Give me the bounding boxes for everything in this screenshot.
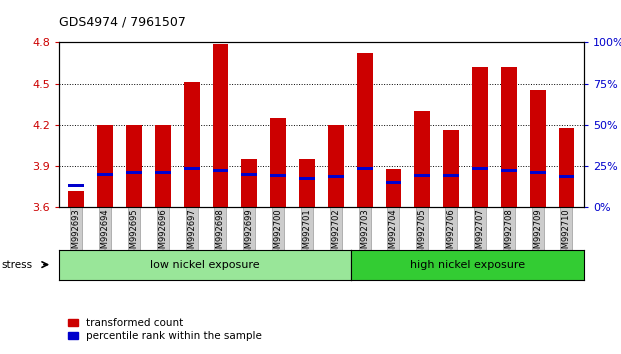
Bar [242, 173, 257, 176]
Bar [270, 118, 286, 207]
Bar [97, 173, 113, 176]
Bar [184, 82, 199, 207]
Bar [558, 127, 574, 207]
Bar [386, 181, 401, 184]
Bar [443, 174, 459, 177]
Bar [530, 91, 545, 207]
Bar [184, 167, 199, 170]
Bar [558, 175, 574, 178]
Text: GDS4974 / 7961507: GDS4974 / 7961507 [59, 16, 186, 29]
Bar [155, 171, 171, 174]
Bar [328, 125, 343, 207]
Bar [530, 171, 545, 174]
Bar [472, 67, 488, 207]
Bar [97, 125, 113, 207]
Bar [328, 175, 343, 178]
Text: high nickel exposure: high nickel exposure [410, 259, 525, 270]
Bar [212, 44, 229, 207]
Bar [386, 169, 401, 207]
Legend: transformed count, percentile rank within the sample: transformed count, percentile rank withi… [64, 314, 266, 345]
Bar [270, 174, 286, 177]
Bar [212, 169, 229, 172]
Bar [68, 190, 84, 207]
Bar [299, 177, 315, 180]
Bar [501, 169, 517, 172]
Bar [356, 167, 373, 170]
Bar [414, 111, 430, 207]
Bar [242, 159, 257, 207]
Bar [472, 167, 488, 170]
Text: low nickel exposure: low nickel exposure [150, 259, 260, 270]
Bar [155, 125, 171, 207]
Text: stress: stress [2, 259, 33, 270]
Bar [126, 125, 142, 207]
Bar [68, 184, 84, 187]
Bar [501, 67, 517, 207]
Bar [299, 159, 315, 207]
Bar [356, 53, 373, 207]
Bar [443, 130, 459, 207]
Bar [126, 171, 142, 174]
Bar [414, 174, 430, 177]
